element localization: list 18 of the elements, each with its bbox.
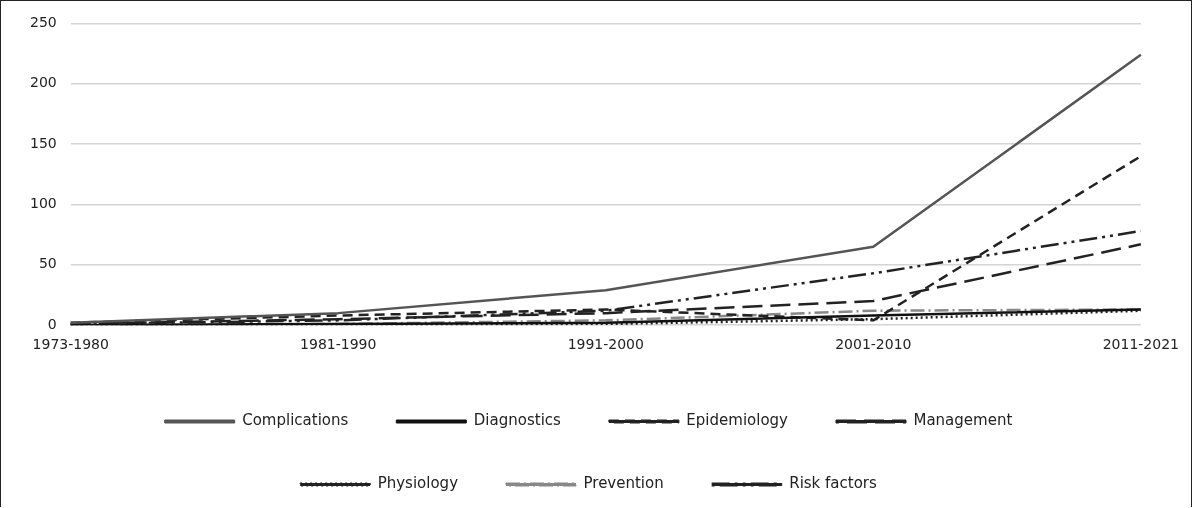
x-tick-label: 2001-2010 bbox=[835, 336, 912, 353]
legend-label: Risk factors bbox=[789, 474, 878, 493]
y-tick-label: 250 bbox=[29, 14, 57, 31]
x-tick-label: 1991-2000 bbox=[567, 336, 644, 353]
y-tick-label: 150 bbox=[29, 134, 57, 151]
legend-label: Diagnostics bbox=[473, 411, 562, 430]
legend-label: Complications bbox=[242, 411, 349, 430]
legend-label: Epidemiology bbox=[686, 411, 789, 430]
y-tick-label: 100 bbox=[29, 195, 57, 212]
legend-label: Management bbox=[913, 411, 1013, 430]
x-tick-label: 1973-1980 bbox=[32, 336, 109, 353]
x-tick-label: 1981-1990 bbox=[300, 336, 377, 353]
y-tick-label: 200 bbox=[29, 74, 57, 91]
legend-label: Prevention bbox=[583, 474, 664, 493]
x-tick-label: 2011-2021 bbox=[1102, 336, 1179, 353]
legend-label: Physiology bbox=[377, 474, 459, 493]
y-tick-label: 0 bbox=[47, 315, 57, 332]
y-tick-label: 50 bbox=[38, 255, 57, 272]
